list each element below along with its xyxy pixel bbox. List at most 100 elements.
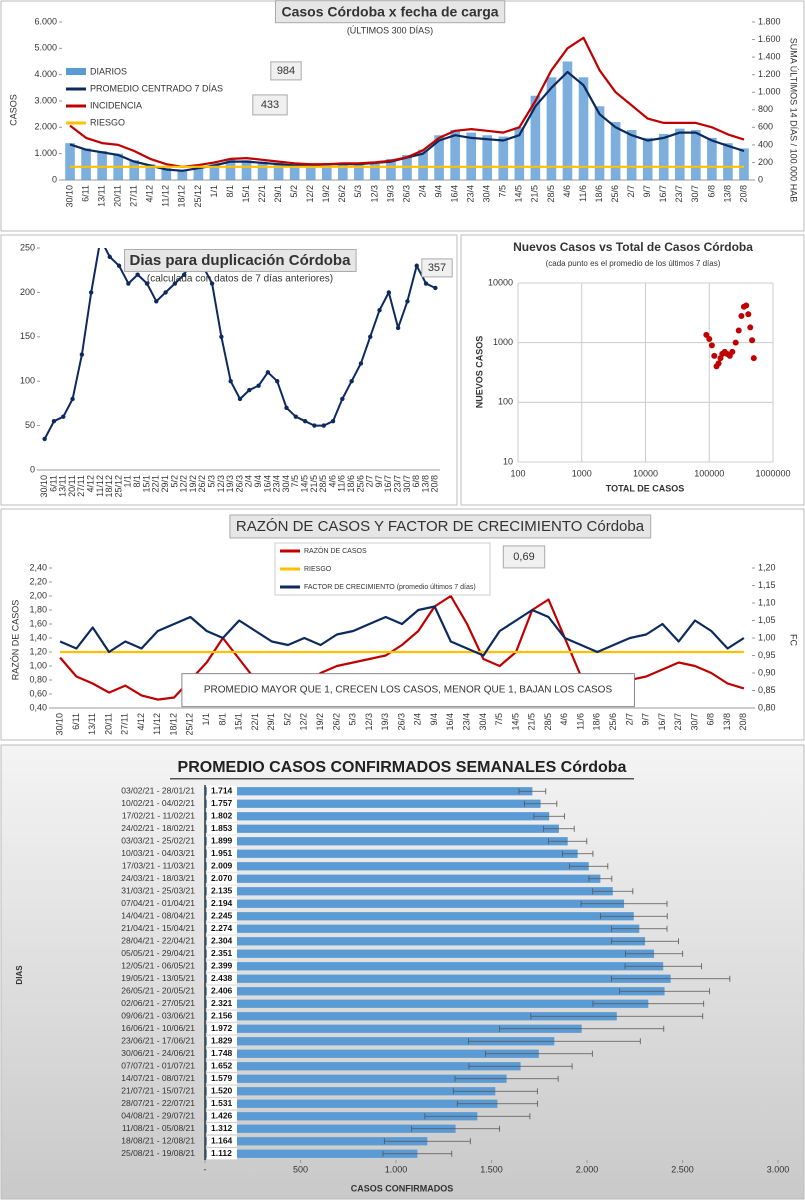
category-label: 03/02/21 - 28/01/21 [121, 786, 195, 796]
x-tick-label: 4/12 [86, 475, 96, 493]
y2-tick-label: 200 [758, 157, 773, 167]
x-tick-label: 13/11 [87, 713, 97, 735]
x-tick-label: 25/12 [185, 713, 195, 736]
bar [205, 962, 664, 971]
y2-tick-label: 1,10 [758, 597, 776, 607]
point [284, 405, 289, 411]
y-tick-label: 100 [498, 397, 513, 407]
x-tick-label: 26/3 [396, 713, 406, 731]
value-label-bg [207, 1035, 237, 1047]
y2-axis-label: SUMA ÚLTIMOS 14 DÍAS / 100.000 HAB [789, 38, 799, 202]
value-label: 2.304 [211, 936, 233, 946]
category-label: 14/04/21 - 08/04/21 [121, 911, 195, 921]
x-tick-label: 2/4 [244, 475, 254, 488]
y-tick-label: 200 [20, 287, 35, 297]
y-tick-label: 100 [20, 376, 35, 386]
x-tick-label: 15/1 [141, 475, 151, 493]
x-tick-label: 28/5 [318, 475, 328, 493]
bar [205, 1024, 582, 1033]
point [358, 361, 364, 366]
bar [205, 899, 625, 908]
value-label-bg [207, 923, 237, 935]
bar [205, 1049, 539, 1058]
value-label-bg [207, 948, 237, 960]
x-tick-label: 4/12 [145, 185, 155, 203]
y-tick-label: 10000 [488, 277, 513, 287]
y-tick-label: 0 [52, 174, 57, 184]
x-tick-label: 21/5 [527, 713, 537, 731]
x-tick-label: 26/2 [337, 185, 347, 203]
bar [205, 1087, 496, 1096]
x-tick-label: 1/1 [123, 475, 133, 488]
y-tick-label: 0,40 [29, 702, 47, 712]
value-label-bg [207, 823, 237, 835]
label-box [181, 673, 635, 708]
chart-title: RAZÓN DE CASOS Y FACTOR DE CRECIMIENTO C… [236, 518, 645, 535]
y2-tick-label: 0 [758, 174, 763, 184]
value-label: 2.070 [211, 873, 233, 883]
category-label: 24/03/21 - 18/03/21 [121, 873, 195, 883]
x-tick-label: 6/8 [411, 475, 421, 488]
y2-axis-label: FC [789, 634, 799, 646]
legend-label: DIARIOS [90, 66, 127, 76]
x-tick-label: 7/5 [498, 185, 508, 198]
bar [434, 135, 444, 180]
value-label-bg [207, 798, 237, 810]
value-label: 2.135 [211, 886, 233, 896]
x-tick-label: 13/11 [96, 185, 106, 207]
bar [546, 77, 557, 180]
value-label-bg [207, 885, 237, 897]
x-tick-label: 13/8 [722, 713, 732, 731]
category-label: 10/02/21 - 04/02/21 [121, 798, 195, 808]
annotation: 984 [277, 65, 295, 77]
x-tick-label: 9/4 [429, 713, 439, 726]
bar [321, 162, 332, 180]
point [275, 379, 280, 384]
y-tick-label: 0 [30, 464, 35, 474]
x-tick-label: 16/4 [262, 475, 272, 493]
point [116, 263, 122, 268]
x-tick-label: 25/12 [113, 475, 123, 498]
category-label: 28/04/21 - 22/04/21 [121, 936, 195, 946]
value-label: 1.714 [211, 786, 233, 796]
x-tick-label: 29/1 [266, 713, 276, 731]
x-tick-label: 5/2 [169, 475, 179, 488]
value-label-bg [207, 1073, 237, 1085]
y-tick-label: 0,80 [29, 674, 47, 684]
x-tick-label: 6/8 [706, 713, 716, 726]
value-label-bg [207, 810, 237, 822]
point [749, 337, 756, 344]
x-tick-label: 12/3 [216, 475, 226, 493]
value-label-bg [207, 985, 237, 997]
category-label: 10/03/21 - 04/03/21 [121, 848, 195, 858]
point [747, 324, 754, 331]
x-tick-label: 5/3 [353, 185, 363, 198]
bar [205, 812, 550, 821]
label-box [274, 0, 506, 24]
bar [225, 158, 236, 180]
value-label-bg [207, 1048, 237, 1060]
x-tick-label: 28/5 [543, 713, 553, 731]
x-tick-label: 23/7 [393, 475, 403, 493]
x-tick-label: 100000 [694, 468, 724, 478]
x-tick-label: 27/11 [76, 475, 86, 497]
legend-box [274, 542, 491, 596]
x-tick-label: 6/11 [48, 475, 58, 492]
x-tick-label: 100 [510, 468, 525, 478]
bar [205, 1074, 507, 1083]
x-tick-label: 20/11 [103, 713, 113, 735]
point [219, 334, 224, 339]
x-tick-label: 9/4 [253, 475, 263, 488]
y-axis-label: RAZÓN DE CASOS [10, 600, 20, 681]
value-label-bg [207, 1148, 237, 1160]
y-tick-label: 1000 [493, 337, 513, 347]
x-tick-label: 13/8 [420, 475, 430, 493]
point [88, 290, 94, 295]
category-label: 28/07/21 - 22/07/21 [121, 1098, 195, 1108]
point [61, 414, 66, 419]
x-tick-label: 19/2 [315, 713, 325, 731]
x-tick-label: 11/6 [575, 713, 585, 730]
x-tick-label: 4/6 [562, 185, 572, 198]
point [405, 299, 410, 304]
bar [205, 924, 640, 933]
